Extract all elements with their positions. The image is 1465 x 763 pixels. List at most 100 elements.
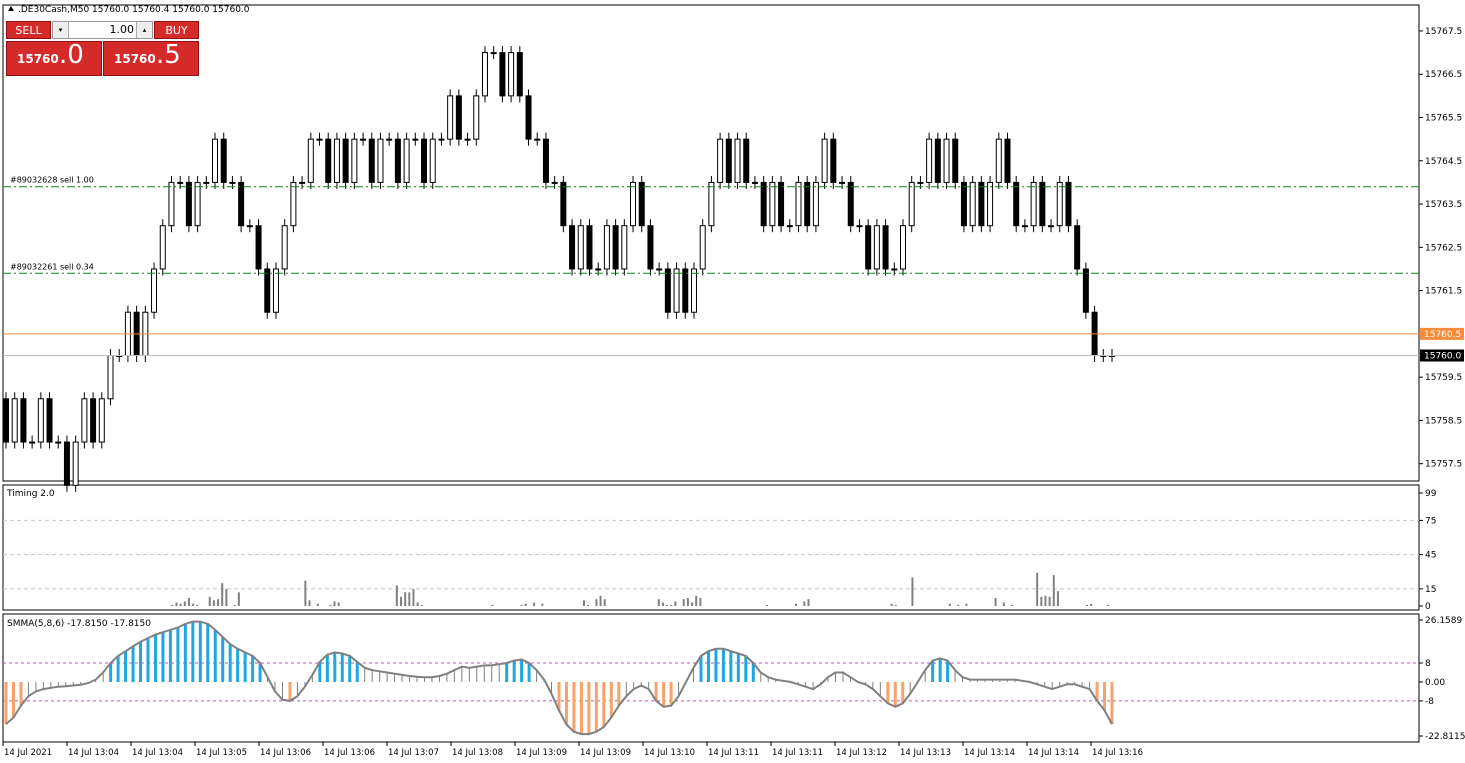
candle-body xyxy=(351,138,358,183)
time-axis-label: 14 Jul 13:06 xyxy=(260,748,311,758)
candle-body xyxy=(316,138,323,141)
candle-body xyxy=(760,181,767,227)
candle-body xyxy=(995,138,1002,183)
price-axis-label: 15765.5 xyxy=(1425,114,1462,124)
order-line-label: #89032628 sell 1.00 xyxy=(10,176,94,185)
candle-body xyxy=(159,225,166,270)
sell-price-fraction: .0 xyxy=(59,40,84,70)
candle-body xyxy=(743,138,750,183)
candle-body xyxy=(934,138,941,183)
candle-body xyxy=(856,225,863,228)
candle-body xyxy=(421,138,428,183)
time-axis-label: 14 Jul 13:11 xyxy=(708,748,759,758)
candle-body xyxy=(90,398,97,443)
candle-body xyxy=(438,138,445,141)
candle-body xyxy=(412,138,419,141)
smma-axis-label: 0.00 xyxy=(1425,678,1445,688)
candle-body xyxy=(621,225,628,270)
time-axis-label: 14 Jul 13:14 xyxy=(1028,748,1079,758)
time-axis-label: 14 Jul 13:09 xyxy=(580,748,631,758)
time-axis-label: 14 Jul 13:14 xyxy=(964,748,1015,758)
candle-body xyxy=(603,225,610,270)
timing-axis-label: 0 xyxy=(1425,602,1431,612)
lot-size-value[interactable]: 1.00 xyxy=(109,23,135,36)
candle-body xyxy=(246,225,253,228)
candle-body xyxy=(612,225,619,270)
sell-button[interactable]: SELL xyxy=(6,21,51,39)
candle-body xyxy=(1013,181,1020,227)
collapse-triangle-icon[interactable] xyxy=(8,6,14,11)
candle-body xyxy=(1039,181,1046,227)
candle-body xyxy=(220,138,227,183)
candle-body xyxy=(272,268,279,313)
candle-body xyxy=(1030,181,1037,227)
price-axis-label: 15763.5 xyxy=(1425,200,1462,210)
lot-size-field[interactable]: ▾ 1.00 ▴ xyxy=(52,21,153,39)
candle-body xyxy=(839,181,846,184)
candle-body xyxy=(1021,225,1028,228)
candle-body xyxy=(1056,181,1063,227)
candle-body xyxy=(969,181,976,227)
candle-body xyxy=(20,398,27,443)
candle-body xyxy=(3,398,9,443)
candle-body xyxy=(795,181,802,227)
candle-body xyxy=(360,138,367,141)
sell-price-box[interactable]: 15760 .0 xyxy=(6,40,102,76)
symbol-line: .DE30Cash,M50 15760.0 15760.4 15760.0 15… xyxy=(18,5,250,15)
candle-body xyxy=(908,181,915,227)
time-axis-label: 14 Jul 13:04 xyxy=(68,748,119,758)
buy-price-main: 15760 xyxy=(114,52,156,66)
candle-body xyxy=(638,181,645,227)
bid-price-label: 15760.0 xyxy=(1424,352,1461,362)
candle-body xyxy=(534,138,541,141)
candle-body xyxy=(499,52,506,97)
buy-price-box[interactable]: 15760 .5 xyxy=(103,40,199,76)
candle-body xyxy=(55,441,62,444)
buy-button[interactable]: BUY xyxy=(154,21,199,39)
candle-body xyxy=(804,181,811,227)
candle-body xyxy=(168,181,175,227)
candle-body xyxy=(212,138,219,183)
candle-body xyxy=(1065,181,1072,227)
candle-body xyxy=(377,138,384,183)
candle-body xyxy=(708,181,715,227)
smma-panel xyxy=(2,613,1420,743)
candle-body xyxy=(177,181,184,184)
candle-body xyxy=(551,181,558,184)
candle-body xyxy=(81,398,88,443)
smma-axis-label: -8 xyxy=(1425,697,1434,707)
candle-body xyxy=(656,268,663,271)
candle-body xyxy=(508,52,515,97)
candle-body xyxy=(525,95,532,140)
candle-body xyxy=(725,138,732,183)
timing-axis-label: 45 xyxy=(1425,551,1436,561)
candle-body xyxy=(978,181,985,227)
candle-body xyxy=(481,52,488,97)
price-axis-label: 15766.5 xyxy=(1425,70,1462,80)
candle-body xyxy=(264,268,271,313)
candle-body xyxy=(786,225,793,228)
candle-body xyxy=(333,138,340,183)
candle-body xyxy=(647,225,654,270)
candle-body xyxy=(63,441,70,486)
price-axis-label: 15761.5 xyxy=(1425,287,1462,297)
smma-axis-label: 26.1589 xyxy=(1425,616,1462,626)
candle-body xyxy=(847,181,854,227)
candle-body xyxy=(751,181,758,184)
candle-body xyxy=(882,225,889,270)
candle-body xyxy=(429,138,436,183)
lot-decrease-icon[interactable]: ▾ xyxy=(53,22,69,38)
candle-body xyxy=(943,138,950,183)
timing-panel xyxy=(2,484,1420,611)
candle-body xyxy=(447,95,454,140)
candle-body xyxy=(673,268,680,313)
candle-body xyxy=(595,268,602,271)
smma-panel-title: SMMA(5,8,6) -17.8150 -17.8150 xyxy=(7,619,151,629)
candle-body xyxy=(778,181,785,227)
candle-body xyxy=(1004,138,1011,183)
timing-axis-label: 75 xyxy=(1425,516,1436,526)
candle-body xyxy=(891,268,898,271)
lot-increase-icon[interactable]: ▴ xyxy=(136,22,152,38)
candle-body xyxy=(682,268,689,313)
candle-body xyxy=(403,138,410,183)
